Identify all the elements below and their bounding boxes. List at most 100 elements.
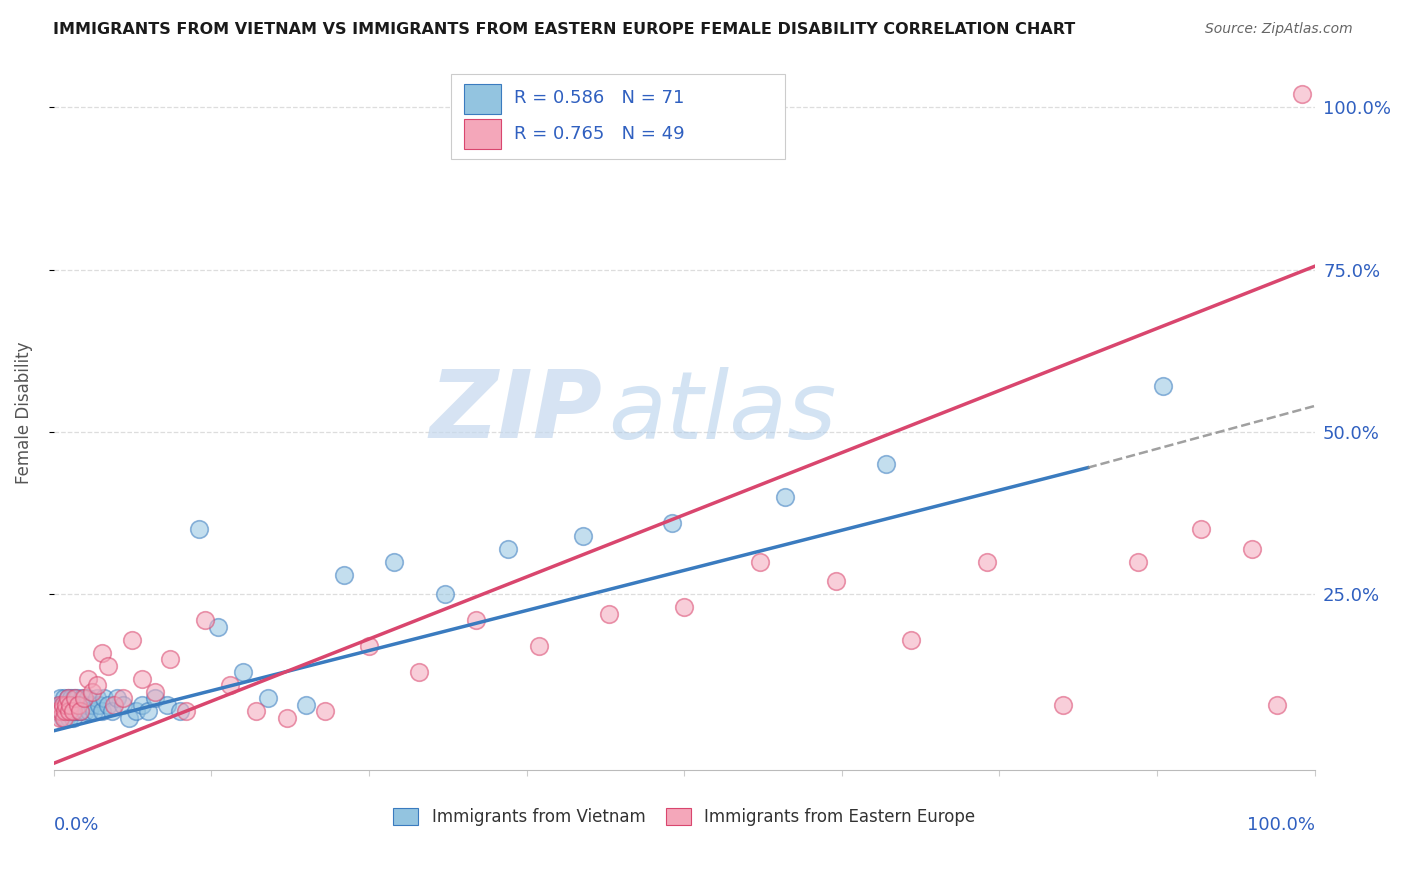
Point <box>56 704 79 718</box>
Point <box>90 704 112 718</box>
Point <box>75 704 97 718</box>
Point <box>118 711 141 725</box>
Point <box>408 665 430 680</box>
Point <box>52 711 75 725</box>
Point <box>976 555 998 569</box>
Bar <box>464 84 502 114</box>
Point <box>97 658 120 673</box>
Point <box>69 704 91 718</box>
Point <box>257 691 280 706</box>
Point <box>53 698 76 712</box>
Point <box>433 587 456 601</box>
Point <box>465 613 488 627</box>
Point <box>143 685 166 699</box>
Point <box>66 698 89 712</box>
Point <box>101 704 124 718</box>
Point <box>52 698 75 712</box>
Point <box>598 607 620 621</box>
Point <box>232 665 254 680</box>
Point <box>56 691 79 706</box>
Point <box>52 704 75 718</box>
Point <box>67 698 90 712</box>
Point <box>773 490 796 504</box>
Point <box>748 555 770 569</box>
Point <box>51 698 73 712</box>
Point <box>105 691 128 706</box>
Point <box>314 704 336 718</box>
Point <box>46 704 69 718</box>
Point <box>86 691 108 706</box>
Point <box>80 698 103 712</box>
Point <box>59 704 82 718</box>
Point <box>49 691 72 706</box>
Point <box>72 698 94 712</box>
Y-axis label: Female Disability: Female Disability <box>15 342 32 483</box>
Point <box>77 691 100 706</box>
Point <box>80 685 103 699</box>
Point <box>131 672 153 686</box>
Point <box>58 711 80 725</box>
Point <box>70 691 93 706</box>
Point <box>138 704 160 718</box>
Point <box>207 620 229 634</box>
Point <box>52 691 75 706</box>
Point <box>52 704 75 718</box>
Point <box>529 640 551 654</box>
Point <box>1189 522 1212 536</box>
Point <box>496 541 519 556</box>
Point <box>1126 555 1149 569</box>
Point <box>194 613 217 627</box>
Point <box>661 516 683 530</box>
Point <box>159 652 181 666</box>
Point <box>55 698 77 712</box>
Point <box>52 711 75 725</box>
FancyBboxPatch shape <box>451 74 785 159</box>
Point <box>187 522 209 536</box>
Point <box>52 698 75 712</box>
Point <box>49 711 72 725</box>
Point <box>86 678 108 692</box>
Point <box>103 698 125 712</box>
Point <box>59 698 82 712</box>
Point <box>53 704 76 718</box>
Text: 0.0%: 0.0% <box>53 816 100 834</box>
Bar <box>464 120 502 150</box>
Point <box>900 632 922 647</box>
Point <box>46 704 69 718</box>
Point <box>83 704 105 718</box>
Point <box>65 691 87 706</box>
Point <box>48 698 70 712</box>
Point <box>125 704 148 718</box>
Point <box>60 704 83 718</box>
Point <box>143 691 166 706</box>
Point <box>1152 379 1174 393</box>
Point <box>89 698 111 712</box>
Text: IMMIGRANTS FROM VIETNAM VS IMMIGRANTS FROM EASTERN EUROPE FEMALE DISABILITY CORR: IMMIGRANTS FROM VIETNAM VS IMMIGRANTS FR… <box>53 22 1076 37</box>
Text: ZIP: ZIP <box>429 367 602 458</box>
Point <box>121 632 143 647</box>
Point <box>1240 541 1263 556</box>
Point <box>875 458 897 472</box>
Point <box>93 691 115 706</box>
Point <box>156 698 179 712</box>
Point <box>276 711 298 725</box>
Point <box>51 704 73 718</box>
Point <box>65 698 87 712</box>
Point <box>56 691 79 706</box>
Point <box>59 698 82 712</box>
Point <box>333 567 356 582</box>
Legend: Immigrants from Vietnam, Immigrants from Eastern Europe: Immigrants from Vietnam, Immigrants from… <box>387 801 981 833</box>
Text: atlas: atlas <box>609 367 837 458</box>
Text: 100.0%: 100.0% <box>1247 816 1315 834</box>
Point <box>1291 87 1313 102</box>
Text: R = 0.586   N = 71: R = 0.586 N = 71 <box>515 89 685 107</box>
Text: R = 0.765   N = 49: R = 0.765 N = 49 <box>515 125 685 143</box>
Point <box>58 704 80 718</box>
Point <box>65 691 87 706</box>
Point <box>53 704 76 718</box>
Point <box>48 698 70 712</box>
Point <box>63 704 86 718</box>
Point <box>63 691 86 706</box>
Point <box>1265 698 1288 712</box>
Point <box>295 698 318 712</box>
